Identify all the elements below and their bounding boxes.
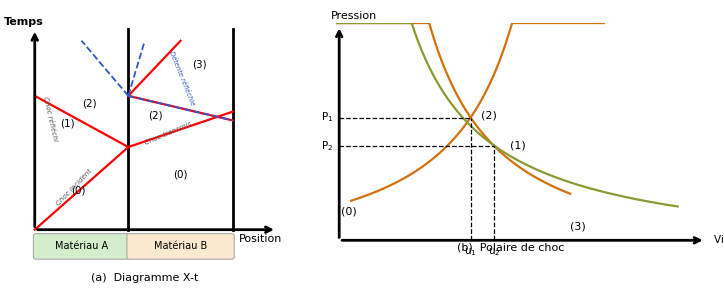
Text: Matériau B: Matériau B [154, 241, 207, 251]
Text: (3): (3) [571, 221, 586, 231]
FancyBboxPatch shape [33, 234, 130, 259]
Text: u$_1$: u$_1$ [464, 246, 477, 258]
Text: (1): (1) [510, 141, 526, 151]
Text: P$_1$: P$_1$ [321, 111, 333, 124]
Text: (0): (0) [173, 170, 188, 180]
Text: (0): (0) [341, 207, 357, 217]
Text: Temps: Temps [4, 17, 43, 27]
Text: (2): (2) [83, 99, 97, 109]
Text: Matériau A: Matériau A [55, 241, 108, 251]
Text: (1): (1) [60, 118, 75, 128]
Text: (3): (3) [193, 59, 207, 69]
Text: (a)  Diagramme X-t: (a) Diagramme X-t [91, 273, 198, 283]
Text: Position: Position [239, 234, 282, 244]
Text: Choc incident: Choc incident [56, 168, 93, 207]
Text: (b)  Polaire de choc: (b) Polaire de choc [457, 242, 564, 252]
Text: Détente réfléchie: Détente réfléchie [168, 50, 195, 106]
Text: Vitesse matérielle: Vitesse matérielle [713, 235, 724, 245]
Text: Choc réfléchi: Choc réfléchi [42, 95, 58, 142]
Text: (2): (2) [481, 110, 497, 120]
Text: Choc transmis: Choc transmis [144, 121, 193, 146]
Text: (2): (2) [148, 111, 163, 121]
Text: Pression: Pression [332, 11, 377, 21]
Text: u$_2$: u$_2$ [488, 246, 501, 258]
FancyBboxPatch shape [127, 234, 235, 259]
Text: (0): (0) [72, 185, 86, 195]
Text: P$_2$: P$_2$ [321, 139, 333, 153]
